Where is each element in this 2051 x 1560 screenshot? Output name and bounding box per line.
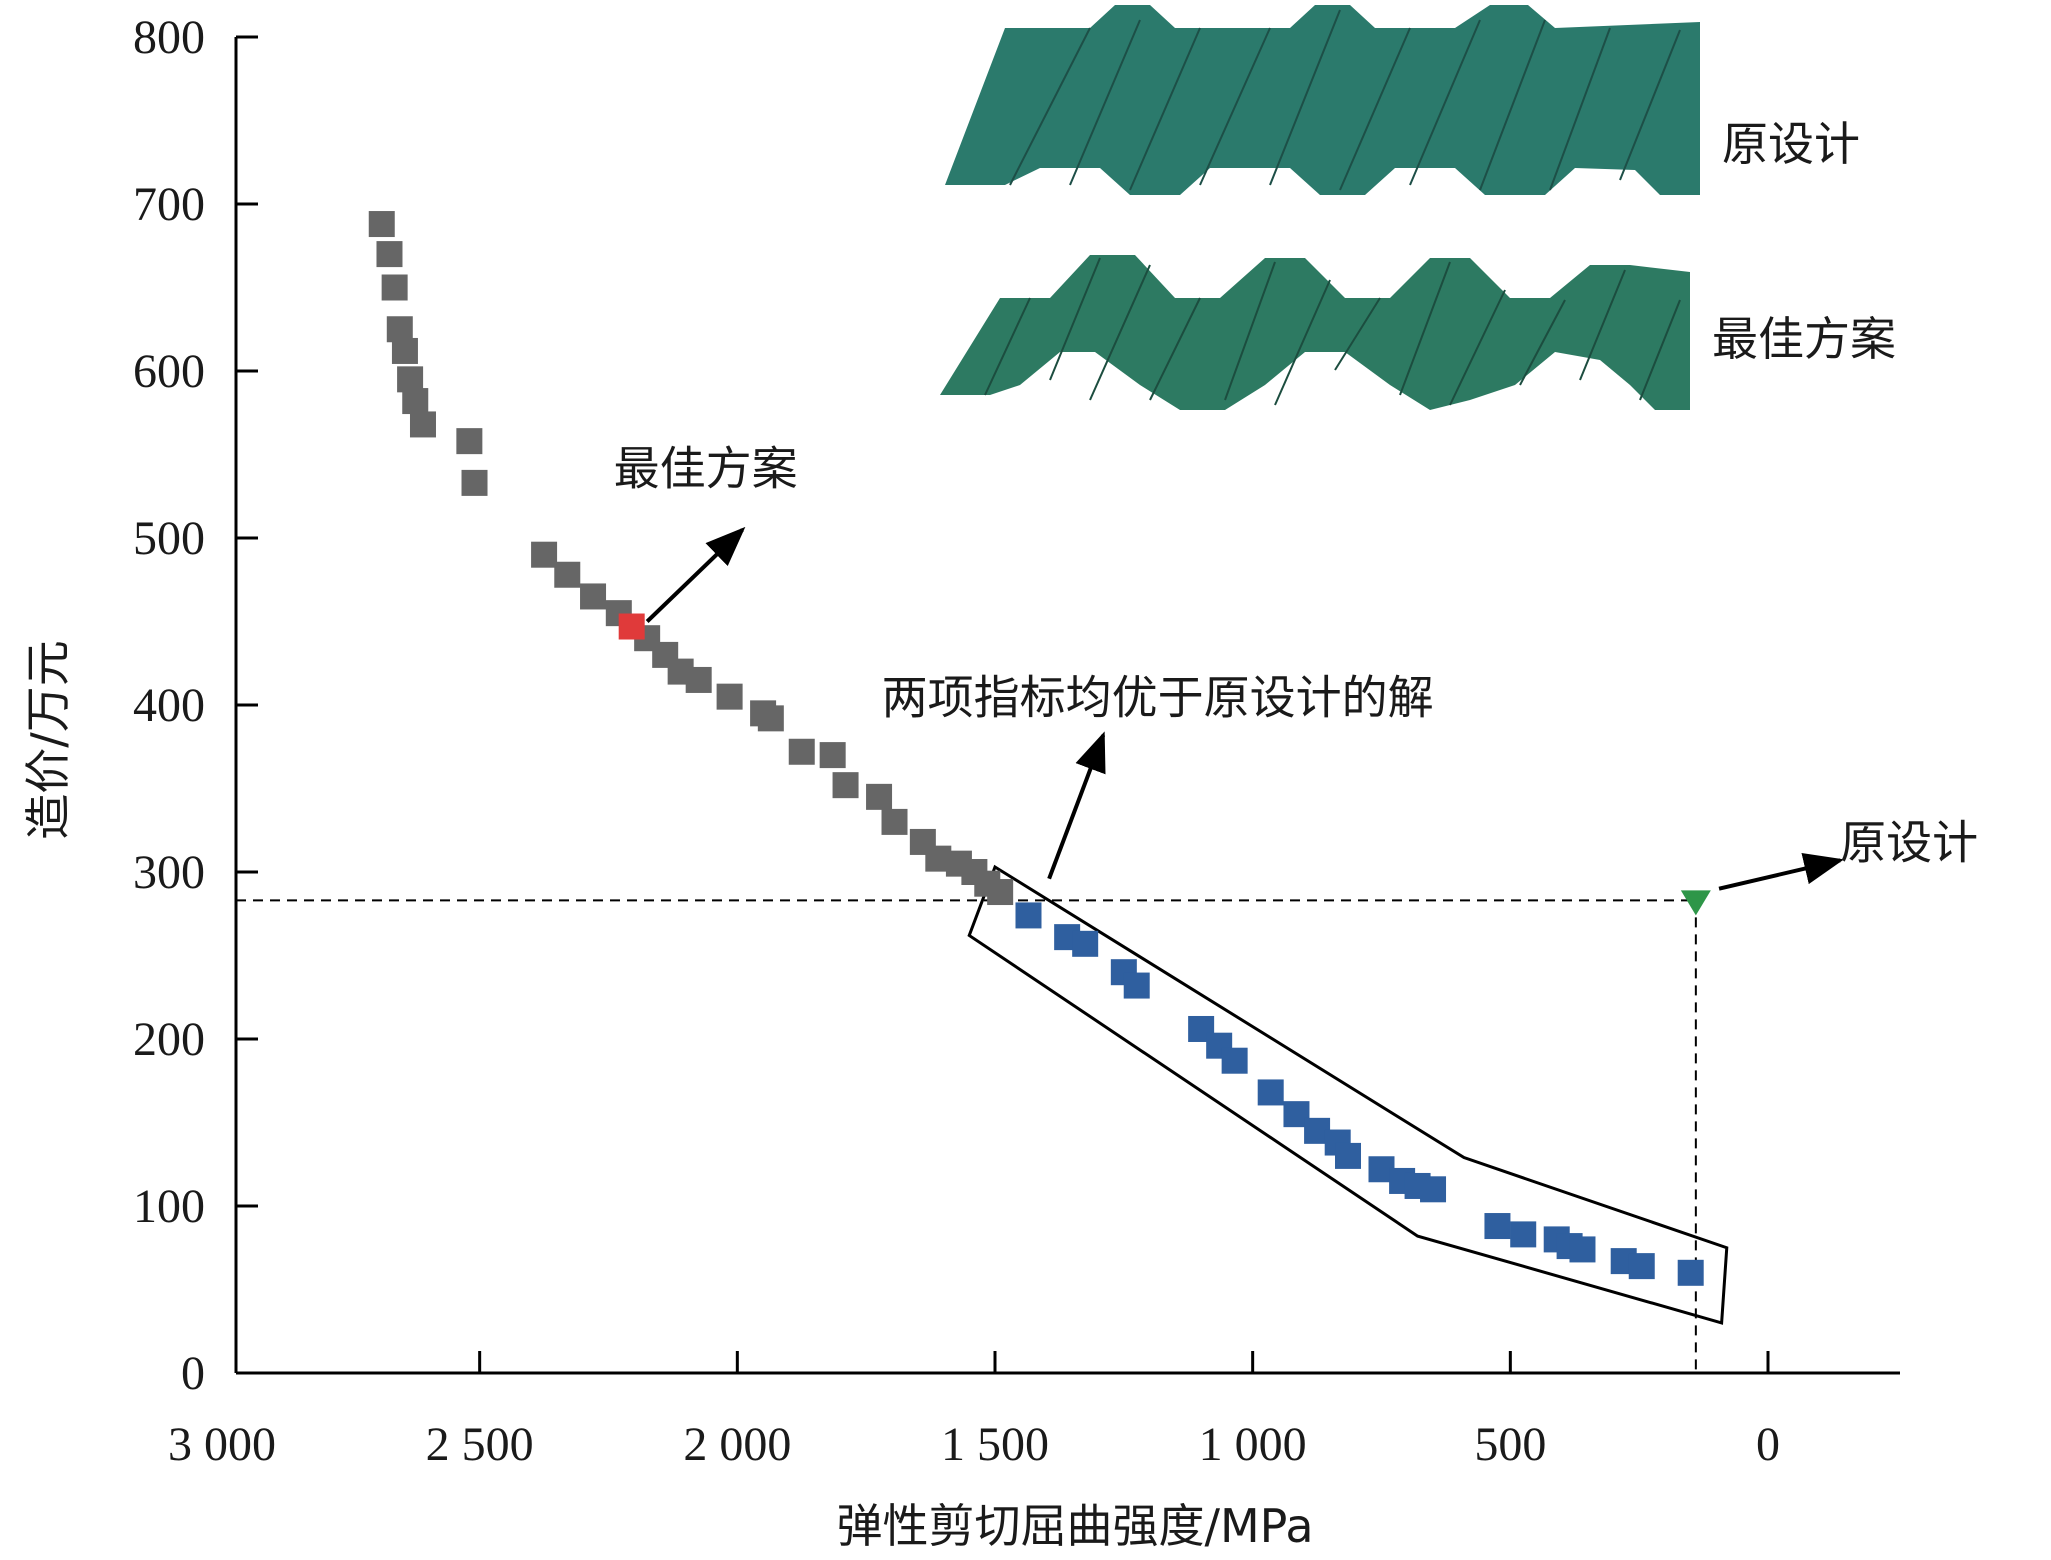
- better-than-original-point: [1569, 1236, 1596, 1263]
- y-tick-label: 700: [133, 178, 205, 231]
- other-solutions-point: [832, 772, 859, 799]
- other-solutions-point: [819, 742, 846, 769]
- original-design-point: [1680, 890, 1711, 916]
- x-tick-label: 1 500: [941, 1418, 1049, 1471]
- x-tick-label: 1 000: [1199, 1418, 1307, 1471]
- best-profile-shape: [940, 255, 1690, 410]
- other-solutions-point: [381, 274, 408, 301]
- other-solutions-point: [456, 428, 483, 455]
- better-than-original-point: [1677, 1259, 1704, 1286]
- y-tick-label: 300: [133, 846, 205, 899]
- better-than-original-point: [1015, 902, 1042, 929]
- better-than-original-point: [1221, 1047, 1248, 1074]
- best-solution-label: 最佳方案: [614, 442, 798, 496]
- other-solutions-point: [386, 316, 413, 343]
- other-solutions-point: [987, 879, 1014, 906]
- other-solutions-point: [531, 541, 558, 568]
- other-solutions-point: [402, 388, 429, 415]
- y-tick-label: 600: [133, 345, 205, 398]
- x-tick-label: 2 500: [426, 1418, 534, 1471]
- better-solutions-enclosure: [967, 864, 1729, 1325]
- x-tick-label: 3 000: [168, 1418, 276, 1471]
- other-solutions-point: [881, 808, 908, 835]
- better-solutions-label: 两项指标均优于原设计的解: [882, 670, 1434, 724]
- y-tick-label: 400: [133, 679, 205, 732]
- original-design-arrow: [1718, 852, 1845, 891]
- y-tick-label: 800: [133, 11, 205, 64]
- inset-original-label: 原设计: [1722, 117, 1860, 171]
- other-solutions-point: [554, 561, 581, 588]
- other-solutions-point: [368, 211, 395, 238]
- other-solutions-point: [716, 683, 743, 710]
- original-design-label: 原设计: [1840, 816, 1978, 870]
- better-than-original-point: [1510, 1221, 1537, 1248]
- better-than-original-point: [1420, 1176, 1447, 1203]
- better-than-original-point: [1335, 1142, 1362, 1169]
- y-tick-label: 500: [133, 512, 205, 565]
- y-tick-label: 200: [133, 1013, 205, 1066]
- profile-inset: 原设计 最佳方案: [940, 5, 1896, 410]
- inset-best-label: 最佳方案: [1712, 312, 1896, 366]
- annotations: 最佳方案 两项指标均优于原设计的解 原设计: [614, 442, 1978, 891]
- y-tick-label: 100: [133, 1180, 205, 1233]
- other-solutions-point: [376, 241, 403, 268]
- other-solutions-point: [461, 469, 488, 496]
- better-than-original-point: [1484, 1213, 1511, 1240]
- better-solutions-arrow: [1047, 731, 1106, 880]
- best-solution-arrow: [645, 526, 746, 623]
- y-ticks: 0 100 200 300 400 500 600 700 800: [133, 11, 258, 1400]
- other-solutions-point: [757, 705, 784, 732]
- x-tick-label: 500: [1474, 1418, 1546, 1471]
- better-than-original-point: [1257, 1079, 1284, 1106]
- x-axis-title: 弹性剪切屈曲强度/MPa: [836, 1499, 1313, 1553]
- x-ticks: 3 000 2 500 2 000 1 500 1 000 500 0: [168, 1351, 1780, 1471]
- better-than-original-point: [1628, 1253, 1655, 1280]
- other-solutions-point: [685, 666, 712, 693]
- y-axis-title: 造价/万元: [21, 640, 75, 840]
- other-solutions-point: [397, 366, 424, 393]
- best-solution-point: [618, 613, 645, 640]
- x-tick-label: 2 000: [683, 1418, 791, 1471]
- other-solutions-point: [866, 783, 893, 810]
- x-tick-label: 0: [1756, 1418, 1780, 1471]
- data-points: [368, 211, 1711, 1286]
- other-solutions-point: [788, 738, 815, 765]
- better-than-original-point: [1072, 930, 1099, 957]
- y-tick-label: 0: [181, 1347, 205, 1400]
- other-solutions-point: [391, 337, 418, 364]
- original-profile-shape: [945, 5, 1700, 195]
- better-than-original-point: [1123, 972, 1150, 999]
- other-solutions-point: [580, 583, 607, 610]
- other-solutions-point: [409, 411, 436, 438]
